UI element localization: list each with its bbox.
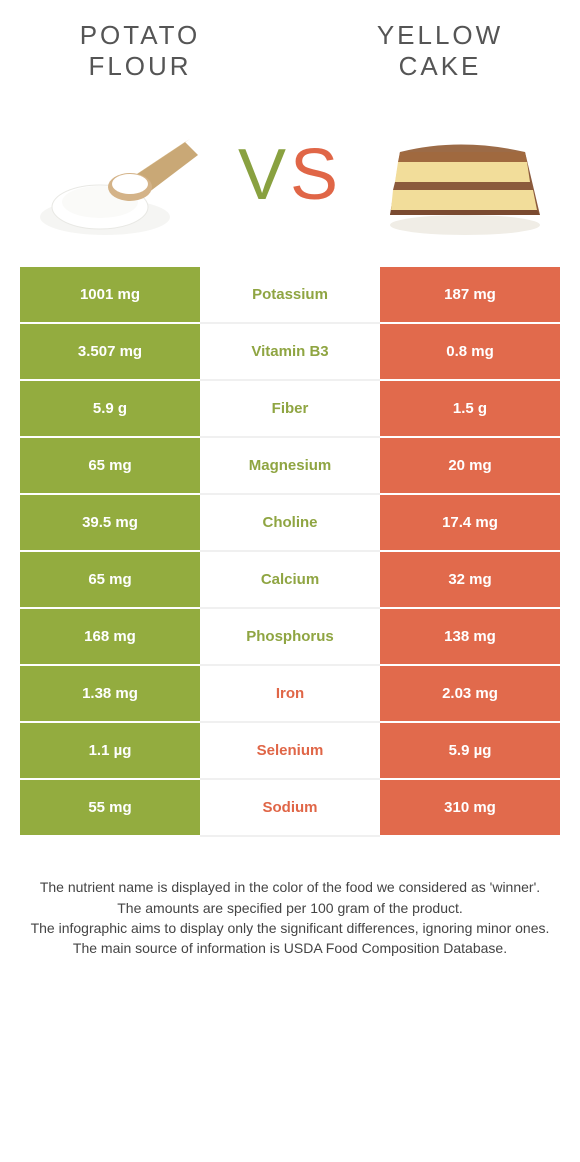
header: Potatoflour Yellowcake — [0, 0, 580, 92]
footer-line: The main source of information is USDA F… — [20, 938, 560, 958]
cell-right-value: 310 mg — [380, 780, 560, 837]
cell-nutrient-name: Magnesium — [200, 438, 380, 495]
cell-left-value: 65 mg — [20, 552, 200, 609]
cell-nutrient-name: Sodium — [200, 780, 380, 837]
cell-nutrient-name: Potassium — [200, 267, 380, 324]
footer-line: The amounts are specified per 100 gram o… — [20, 898, 560, 918]
table-row: 39.5 mgCholine17.4 mg — [20, 495, 560, 552]
vs-label: VS — [238, 134, 342, 216]
footer-notes: The nutrient name is displayed in the co… — [0, 837, 580, 978]
cell-nutrient-name: Choline — [200, 495, 380, 552]
cell-left-value: 5.9 g — [20, 381, 200, 438]
vs-v: V — [238, 134, 290, 216]
cell-right-value: 0.8 mg — [380, 324, 560, 381]
table-row: 65 mgCalcium32 mg — [20, 552, 560, 609]
title-right: Yellowcake — [340, 20, 540, 82]
footer-line: The nutrient name is displayed in the co… — [20, 877, 560, 897]
cell-left-value: 39.5 mg — [20, 495, 200, 552]
cell-left-value: 1001 mg — [20, 267, 200, 324]
cell-nutrient-name: Selenium — [200, 723, 380, 780]
cell-right-value: 1.5 g — [380, 381, 560, 438]
cell-right-value: 2.03 mg — [380, 666, 560, 723]
cell-left-value: 1.38 mg — [20, 666, 200, 723]
cell-right-value: 32 mg — [380, 552, 560, 609]
potato-flour-image — [30, 107, 205, 242]
table-row: 1.1 µgSelenium5.9 µg — [20, 723, 560, 780]
footer-line: The infographic aims to display only the… — [20, 918, 560, 938]
cell-nutrient-name: Fiber — [200, 381, 380, 438]
cell-nutrient-name: Vitamin B3 — [200, 324, 380, 381]
cell-nutrient-name: Calcium — [200, 552, 380, 609]
cell-right-value: 138 mg — [380, 609, 560, 666]
cell-left-value: 55 mg — [20, 780, 200, 837]
images-row: VS — [0, 92, 580, 267]
cell-nutrient-name: Phosphorus — [200, 609, 380, 666]
cell-left-value: 3.507 mg — [20, 324, 200, 381]
cell-right-value: 187 mg — [380, 267, 560, 324]
nutrient-table: 1001 mgPotassium187 mg3.507 mgVitamin B3… — [20, 267, 560, 837]
cell-left-value: 65 mg — [20, 438, 200, 495]
title-left: Potatoflour — [40, 20, 240, 82]
table-row: 55 mgSodium310 mg — [20, 780, 560, 837]
cell-left-value: 1.1 µg — [20, 723, 200, 780]
table-row: 65 mgMagnesium20 mg — [20, 438, 560, 495]
cell-nutrient-name: Iron — [200, 666, 380, 723]
table-row: 168 mgPhosphorus138 mg — [20, 609, 560, 666]
cell-right-value: 5.9 µg — [380, 723, 560, 780]
table-row: 1001 mgPotassium187 mg — [20, 267, 560, 324]
table-row: 1.38 mgIron2.03 mg — [20, 666, 560, 723]
cell-left-value: 168 mg — [20, 609, 200, 666]
yellow-cake-image — [375, 107, 550, 242]
infographic-root: Potatoflour Yellowcake VS — [0, 0, 580, 979]
table-row: 3.507 mgVitamin B30.8 mg — [20, 324, 560, 381]
vs-s: S — [290, 134, 342, 216]
cell-right-value: 20 mg — [380, 438, 560, 495]
table-row: 5.9 gFiber1.5 g — [20, 381, 560, 438]
cell-right-value: 17.4 mg — [380, 495, 560, 552]
